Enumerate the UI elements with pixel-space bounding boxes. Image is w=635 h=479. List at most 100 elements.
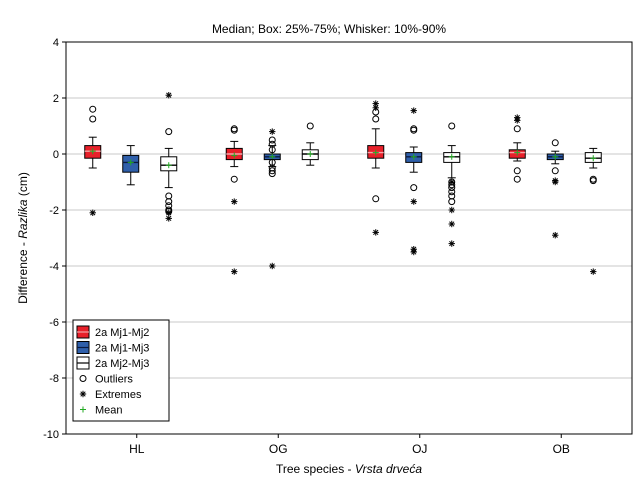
y-tick-label: 4 bbox=[53, 37, 59, 49]
legend-item: 2a Mj1-Mj3 bbox=[76, 341, 149, 355]
extreme-stroke bbox=[449, 240, 455, 247]
box-HL-1 bbox=[84, 105, 102, 216]
extreme-point bbox=[552, 178, 559, 186]
extreme-stroke bbox=[411, 198, 417, 205]
outlier-point bbox=[372, 195, 380, 203]
box-OJ-1 bbox=[367, 100, 385, 236]
outlier-point bbox=[513, 125, 521, 133]
mean-marker bbox=[307, 151, 314, 157]
legend-item: Extremes bbox=[79, 389, 142, 401]
plot-frame bbox=[65, 41, 633, 435]
outlier-point bbox=[268, 170, 276, 178]
mean-marker bbox=[552, 153, 559, 160]
legend-label: Extremes bbox=[95, 389, 142, 401]
extreme-point bbox=[590, 268, 597, 275]
outlier-point bbox=[448, 122, 456, 130]
legend-label: Mean bbox=[95, 405, 123, 417]
y-axis-label-unit: (cm) bbox=[16, 172, 30, 199]
extreme-point bbox=[231, 268, 238, 275]
legend-item: 2a Mj2-Mj3 bbox=[76, 356, 149, 370]
legend: 2a Mj1-Mj2 2a Mj1-Mj3 2a Mj2-Mj3 Outliers Ex… bbox=[72, 319, 170, 422]
extreme-stroke bbox=[411, 107, 417, 114]
outlier-point bbox=[410, 184, 418, 192]
extreme-stroke bbox=[373, 105, 379, 111]
legend-label: 2a Mj1-Mj3 bbox=[95, 343, 149, 355]
outlier-point bbox=[372, 115, 380, 123]
y-tick-label: -6 bbox=[49, 317, 59, 329]
extreme-point bbox=[448, 240, 455, 247]
box-OB-2 bbox=[546, 139, 564, 239]
mean-marker bbox=[231, 152, 238, 159]
extreme-point bbox=[165, 209, 172, 216]
box-OJ-3 bbox=[443, 122, 461, 247]
extreme-stroke bbox=[373, 229, 379, 236]
extreme-stroke bbox=[552, 179, 558, 185]
outlier-point bbox=[551, 167, 559, 175]
box-OG-2 bbox=[263, 128, 281, 270]
legend-item: 2a Mj1-Mj2 bbox=[76, 325, 149, 339]
outlier-point bbox=[89, 115, 97, 123]
y-tick-label: 0 bbox=[53, 149, 59, 161]
mean-marker bbox=[372, 149, 379, 156]
x-axis-label: Tree species - Vrsta drveća bbox=[276, 462, 422, 476]
mean-marker bbox=[127, 159, 134, 166]
y-axis-label-main: Difference - bbox=[16, 239, 30, 304]
outlier-point bbox=[230, 126, 238, 134]
outlier-point bbox=[165, 128, 173, 136]
box-HL-2 bbox=[122, 145, 140, 186]
box-OB-3 bbox=[584, 147, 602, 275]
y-tick-label: -2 bbox=[49, 205, 59, 217]
extreme-stroke bbox=[166, 215, 172, 222]
extreme-stroke bbox=[449, 207, 455, 213]
y-tick-label: -10 bbox=[43, 429, 59, 441]
extreme-stroke bbox=[90, 210, 96, 216]
extreme-stroke bbox=[80, 391, 86, 397]
extreme-point bbox=[372, 229, 379, 236]
mean-marker bbox=[448, 153, 455, 160]
extreme-stroke bbox=[590, 268, 596, 275]
outlier-point bbox=[230, 175, 238, 183]
outlier-point bbox=[268, 167, 276, 175]
extreme-stroke bbox=[552, 232, 558, 238]
extreme-point bbox=[410, 198, 417, 205]
boxes bbox=[84, 92, 602, 275]
extreme-point bbox=[269, 262, 276, 270]
extreme-point bbox=[448, 206, 455, 214]
mean-marker bbox=[269, 153, 276, 160]
x-tick-label: OG bbox=[269, 442, 288, 456]
outlier-point bbox=[551, 139, 559, 147]
outlier-point bbox=[513, 175, 521, 183]
outlier-point bbox=[589, 177, 597, 185]
mean-marker bbox=[165, 162, 172, 169]
legend-label: 2a Mj1-Mj2 bbox=[95, 327, 149, 339]
extreme-stroke bbox=[231, 198, 237, 205]
x-axis-ticks: HL OG OJ OB bbox=[129, 434, 570, 456]
outlier-point bbox=[513, 167, 521, 175]
y-axis-label-italic: Razlika bbox=[16, 199, 30, 239]
x-tick-label: OJ bbox=[412, 442, 427, 456]
chart-title: Median; Box: 25%-75%; Whisker: 10%-90% bbox=[212, 22, 446, 36]
outlier-point bbox=[165, 198, 173, 206]
extreme-point bbox=[514, 117, 521, 124]
legend-label: 2a Mj2-Mj3 bbox=[95, 358, 149, 370]
mean-marker bbox=[89, 148, 96, 155]
extreme-stroke bbox=[231, 268, 237, 275]
extreme-point bbox=[89, 209, 96, 216]
outlier-point bbox=[89, 105, 97, 113]
extreme-point bbox=[448, 178, 455, 186]
extreme-point bbox=[448, 220, 455, 228]
extreme-point bbox=[231, 198, 238, 205]
extreme-point bbox=[79, 390, 87, 398]
outlier-point bbox=[448, 188, 456, 196]
extreme-point bbox=[410, 107, 417, 114]
extreme-stroke bbox=[166, 92, 172, 98]
extreme-point bbox=[165, 92, 172, 99]
x-axis-label-italic: Vrsta drveća bbox=[355, 462, 422, 476]
x-tick-label: HL bbox=[129, 442, 145, 456]
extreme-stroke bbox=[514, 117, 520, 124]
legend-label: Outliers bbox=[95, 374, 133, 386]
box-OJ-2 bbox=[405, 107, 423, 256]
extreme-stroke bbox=[269, 263, 275, 269]
x-tick-label: OB bbox=[553, 442, 570, 456]
